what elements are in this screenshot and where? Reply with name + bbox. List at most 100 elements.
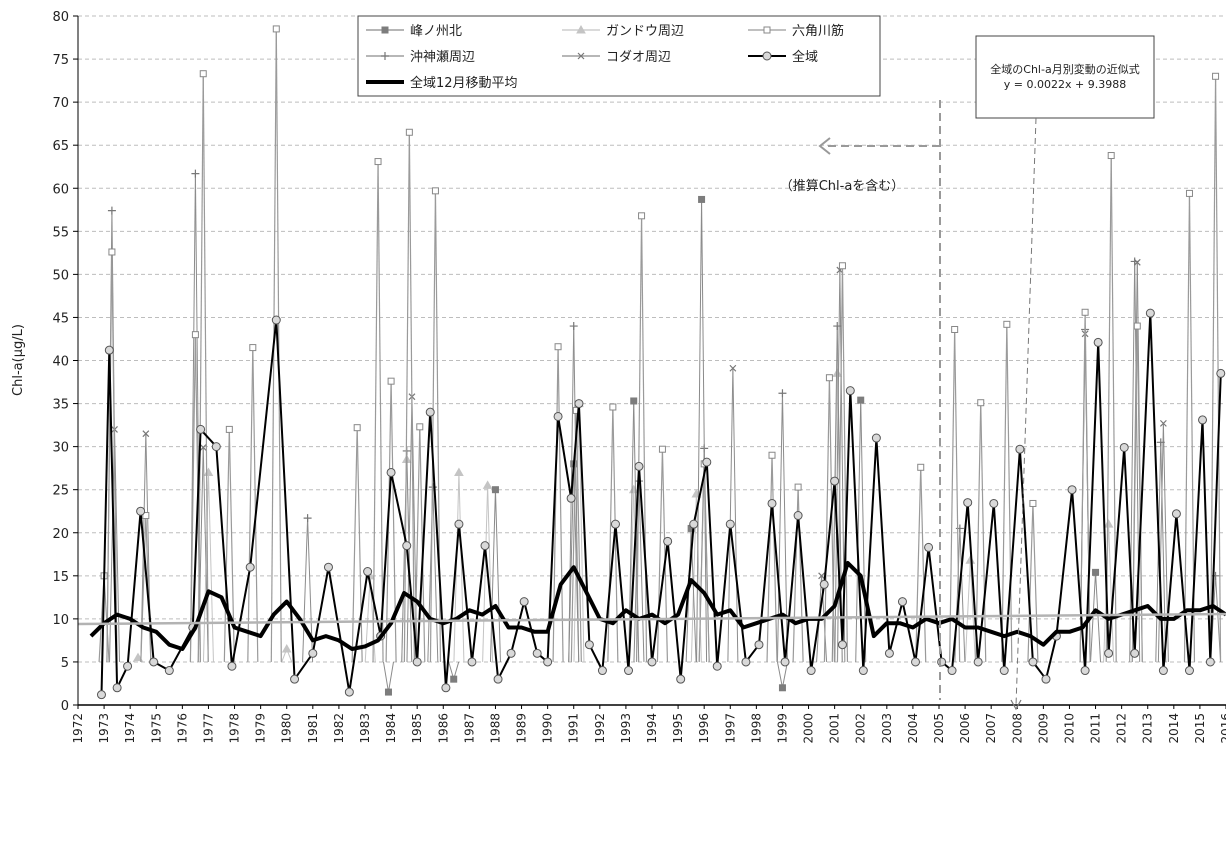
- data-point: [203, 467, 214, 476]
- x-tick-label: 2013: [1141, 713, 1155, 744]
- data-point: [634, 461, 644, 471]
- y-tick-label: 10: [52, 613, 69, 628]
- data-point: [108, 248, 116, 256]
- series-line: [656, 449, 664, 662]
- data-point: [624, 666, 634, 676]
- series-line: [351, 427, 358, 662]
- series-line: [387, 661, 394, 693]
- data-point: [658, 445, 666, 453]
- data-point: [480, 541, 490, 551]
- data-point: [271, 315, 281, 325]
- x-tick-label: 2004: [906, 713, 920, 744]
- data-point: [554, 343, 562, 351]
- series-line: [1108, 524, 1115, 662]
- legend-swatch-marker: [763, 26, 771, 34]
- series-line: [356, 427, 363, 662]
- series-line: [414, 426, 421, 662]
- data-point: [871, 433, 881, 443]
- data-point: [1216, 368, 1226, 378]
- series-line: [766, 455, 773, 662]
- data-point: [543, 657, 553, 667]
- equation-pointer: [1015, 117, 1037, 707]
- data-point: [937, 657, 947, 667]
- data-point: [123, 661, 133, 671]
- series-line: [771, 455, 778, 662]
- x-tick-label: 1981: [306, 713, 320, 744]
- data-point: [450, 675, 458, 683]
- data-point: [1130, 648, 1140, 658]
- data-point: [272, 25, 280, 33]
- data-point: [819, 579, 829, 589]
- data-point: [1205, 657, 1215, 667]
- data-point: [142, 430, 150, 438]
- data-point: [1133, 322, 1141, 330]
- legend-swatch-marker: [381, 52, 389, 60]
- data-point: [454, 519, 464, 529]
- data-point: [832, 368, 843, 377]
- x-tick-label: 1980: [280, 713, 294, 744]
- data-point: [386, 467, 396, 477]
- data-point: [405, 128, 413, 136]
- series-line: [975, 402, 982, 662]
- series-line: [732, 368, 739, 662]
- data-point: [416, 423, 424, 431]
- data-point: [308, 648, 318, 658]
- series-line: [1214, 76, 1222, 662]
- data-point: [1198, 415, 1208, 425]
- data-point: [569, 322, 578, 331]
- data-point: [1029, 499, 1037, 507]
- x-tick-label: 2001: [828, 713, 842, 744]
- x-tick-label: 1998: [749, 713, 763, 744]
- series-line: [701, 199, 708, 662]
- x-tick-label: 1974: [123, 713, 137, 744]
- x-tick-label: 1993: [619, 713, 633, 744]
- equation-title: 全域のChl-a月別変動の近似式: [990, 62, 1139, 76]
- series-line: [489, 489, 496, 662]
- data-point: [387, 377, 395, 385]
- y-axis-label: Chl-a(μg/L): [11, 324, 26, 396]
- data-point: [1107, 152, 1115, 160]
- data-point: [924, 542, 934, 552]
- series-line: [403, 132, 410, 662]
- data-point: [431, 187, 439, 195]
- legend-item: コダオ周辺: [562, 50, 671, 65]
- data-point: [199, 444, 207, 451]
- x-tick-label: 1985: [410, 713, 424, 744]
- data-point: [1092, 568, 1100, 576]
- data-point: [989, 498, 999, 508]
- data-point: [1145, 308, 1155, 318]
- x-tick-label: 1995: [671, 713, 685, 744]
- data-point: [1080, 666, 1090, 676]
- data-point: [211, 442, 221, 452]
- x-tick-label: 2000: [802, 713, 816, 744]
- series-line: [111, 251, 118, 662]
- legend-label: 六角川筋: [792, 23, 844, 39]
- data-point: [610, 519, 620, 529]
- data-point: [1158, 666, 1168, 676]
- data-point: [712, 661, 722, 671]
- series-line: [429, 190, 437, 662]
- trendline: [77, 612, 1226, 626]
- data-point: [609, 403, 617, 411]
- data-point: [323, 562, 333, 572]
- x-tick-label: 2007: [984, 713, 998, 744]
- data-point: [196, 424, 206, 434]
- series-line: [419, 426, 426, 662]
- data-point: [136, 506, 146, 516]
- data-point: [441, 683, 451, 693]
- legend-item: 沖神瀬周辺: [366, 50, 475, 65]
- data-point: [689, 519, 699, 529]
- data-point: [491, 486, 499, 494]
- data-point: [858, 666, 868, 676]
- x-tick-label: 2003: [880, 713, 894, 744]
- x-tick-label: 2008: [1010, 713, 1024, 744]
- x-tick-label: 1975: [149, 713, 163, 744]
- data-point: [344, 687, 354, 697]
- data-point: [164, 666, 174, 676]
- series-line: [1215, 575, 1222, 662]
- data-point: [467, 657, 477, 667]
- data-point: [1041, 674, 1051, 684]
- y-tick-label: 70: [52, 96, 69, 111]
- series-六角川筋: [98, 25, 1222, 662]
